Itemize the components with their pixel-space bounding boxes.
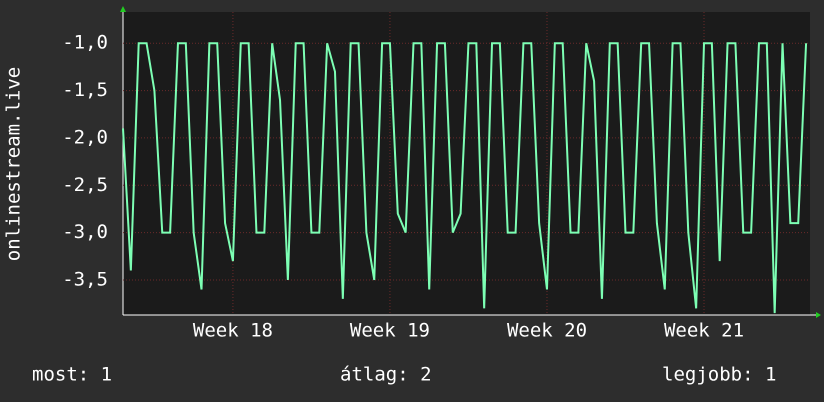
x-tick-label: Week 18 [193, 320, 273, 342]
y-tick-label: -1,5 [62, 79, 108, 101]
x-tick-label: Week 20 [507, 320, 587, 342]
y-tick-label: -3,0 [62, 221, 108, 243]
y-tick-label: -2,5 [62, 174, 108, 196]
footer-average: átlag: 2 [340, 364, 432, 386]
y-axis-label: onlinestream.live [3, 67, 25, 261]
footer-current: most: 1 [32, 364, 112, 386]
y-tick-label: -3,5 [62, 268, 108, 290]
x-tick-label: Week 19 [350, 320, 430, 342]
y-tick-label: -2,0 [62, 126, 108, 148]
plot-area [123, 12, 810, 315]
x-axis-arrow [816, 312, 821, 318]
data-line [122, 42, 808, 314]
y-axis-arrow [120, 6, 126, 12]
footer-best: legjobb: 1 [662, 364, 776, 386]
x-tick-label: Week 21 [664, 320, 744, 342]
y-tick-label: -1,0 [62, 32, 108, 54]
